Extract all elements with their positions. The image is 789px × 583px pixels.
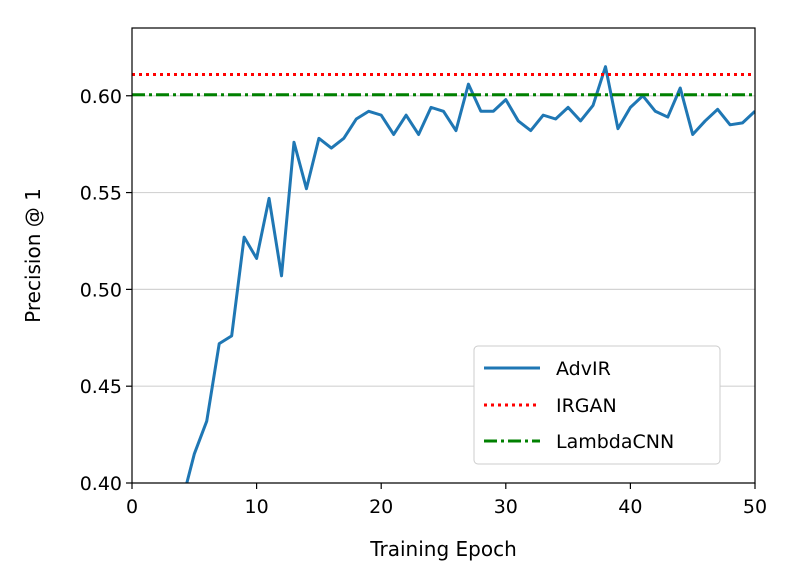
x-tick-label: 0 xyxy=(126,496,138,518)
x-tick-label: 50 xyxy=(743,496,767,518)
axis-ticks: 0.40 0.45 0.50 0.55 0.60 0 10 20 30 40 50 xyxy=(80,86,767,518)
y-tick-label: 0.50 xyxy=(80,279,122,301)
y-tick-label: 0.60 xyxy=(80,86,122,108)
x-tick-label: 40 xyxy=(618,496,642,518)
x-axis-label: Training Epoch xyxy=(369,537,517,561)
y-tick-label: 0.55 xyxy=(80,183,122,205)
legend: AdvIR IRGAN LambdaCNN xyxy=(473,345,721,465)
x-tick-label: 30 xyxy=(494,496,518,518)
x-tick-label: 20 xyxy=(369,496,393,518)
legend-label-advir: AdvIR xyxy=(556,358,611,380)
y-axis-label: Precision @ 1 xyxy=(21,188,45,323)
y-tick-label: 0.45 xyxy=(80,376,122,398)
y-tick-label: 0.40 xyxy=(80,473,122,495)
legend-box xyxy=(473,345,721,465)
x-tick-label: 10 xyxy=(245,496,269,518)
series-layer xyxy=(132,65,755,483)
plot-frame xyxy=(131,27,756,484)
legend-label-irgan: IRGAN xyxy=(556,395,617,417)
legend-label-lambdacnn: LambdaCNN xyxy=(556,431,674,453)
series-line-advir xyxy=(185,65,755,483)
